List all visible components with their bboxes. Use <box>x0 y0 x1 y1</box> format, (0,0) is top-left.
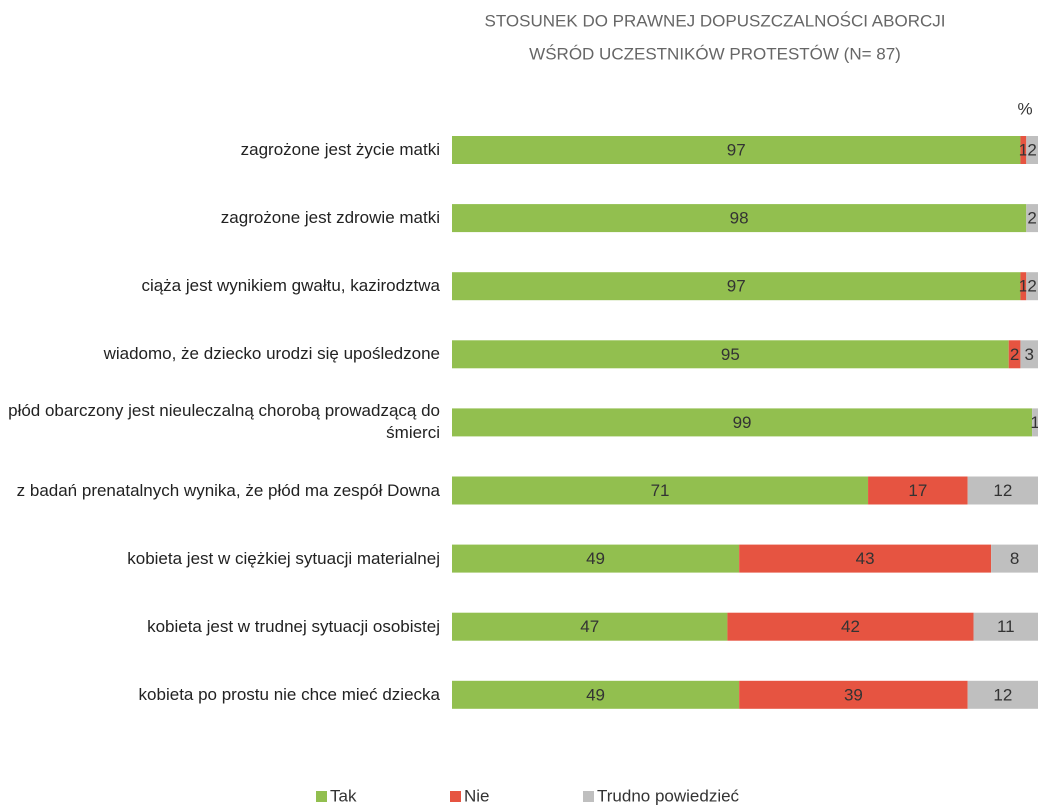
data-label: 2 <box>1010 345 1019 364</box>
legend-swatch <box>450 791 461 802</box>
bar-segment <box>1020 340 1038 369</box>
bar-segment <box>991 544 1038 573</box>
bar-segment <box>452 680 740 709</box>
bar-segment <box>452 272 1021 301</box>
data-label: 11 <box>997 617 1015 636</box>
bar-segment <box>1032 408 1038 437</box>
data-label: 71 <box>651 481 670 500</box>
bar-segment <box>452 136 1021 164</box>
category-label: wiadomo, że dziecko urodzi się upośledzo… <box>103 344 440 364</box>
bar-segment <box>452 544 740 573</box>
category-label: zagrożone jest zdrowie matki <box>220 208 440 228</box>
bar-segment <box>1026 136 1038 164</box>
data-label: 12 <box>993 481 1012 500</box>
bar-segment <box>727 612 974 641</box>
bar-segment <box>868 476 968 505</box>
bar-segment <box>973 612 1038 641</box>
category-label: z badań prenatalnych wynika, że płód ma … <box>16 480 440 500</box>
bar-segment <box>452 340 1009 369</box>
data-label: 97 <box>727 277 746 296</box>
bar-segment <box>452 476 869 505</box>
bar-segment <box>739 680 968 709</box>
data-label: 43 <box>856 549 875 568</box>
legend-swatch <box>316 791 327 802</box>
bar-segment <box>1008 340 1021 369</box>
legend-label: Nie <box>464 786 490 805</box>
bar-segment <box>452 204 1027 233</box>
bar-segment <box>1026 204 1038 233</box>
category-label: płód obarczony jest nieuleczalną chorobą… <box>8 401 440 443</box>
category-label: zagrożone jest życie matki <box>240 140 440 159</box>
data-label: 39 <box>844 685 863 704</box>
data-label: 17 <box>908 481 927 500</box>
data-label: 3 <box>1024 345 1033 364</box>
unit-label: % <box>1017 99 1032 118</box>
data-label: 2 <box>1027 209 1036 228</box>
data-label: 49 <box>586 685 605 704</box>
category-label: kobieta po prostu nie chce mieć dziecka <box>138 684 440 704</box>
legend-swatch <box>583 791 594 802</box>
chart-title: WŚRÓD UCZESTNIKÓW PROTESTÓW (N= 87) <box>529 44 901 63</box>
data-label: 2 <box>1027 140 1036 159</box>
category-label: ciąża jest wynikiem gwałtu, kazirodztwa <box>141 276 440 296</box>
data-label: 8 <box>1010 549 1019 568</box>
bar-segment <box>1026 272 1038 301</box>
bar-segment <box>1020 136 1027 164</box>
bar-segment <box>452 408 1033 437</box>
legend-label: Trudno powiedzieć <box>597 786 740 805</box>
data-label: 42 <box>841 617 860 636</box>
data-label: 1 <box>1019 277 1028 296</box>
data-label: 97 <box>727 140 746 159</box>
data-label: 47 <box>580 617 599 636</box>
data-label: 98 <box>730 209 749 228</box>
chart-title: STOSUNEK DO PRAWNEJ DOPUSZCZALNOŚCI ABOR… <box>485 11 946 30</box>
data-label: 49 <box>586 549 605 568</box>
data-label: 12 <box>993 685 1012 704</box>
data-label: 1 <box>1030 413 1038 432</box>
data-label: 95 <box>721 345 740 364</box>
data-label: 2 <box>1027 277 1036 296</box>
bar-segment <box>1020 272 1027 301</box>
category-label: kobieta jest w trudnej sytuacji osobiste… <box>147 616 440 636</box>
legend-label: Tak <box>330 786 357 805</box>
bar-segment <box>452 612 728 641</box>
bar-segment <box>739 544 992 573</box>
bar-segment <box>967 476 1038 505</box>
data-label: 1 <box>1019 140 1028 159</box>
bar-segment <box>967 680 1038 709</box>
data-label: 99 <box>733 413 752 432</box>
category-label: kobieta jest w ciężkiej sytuacji materia… <box>127 548 440 568</box>
